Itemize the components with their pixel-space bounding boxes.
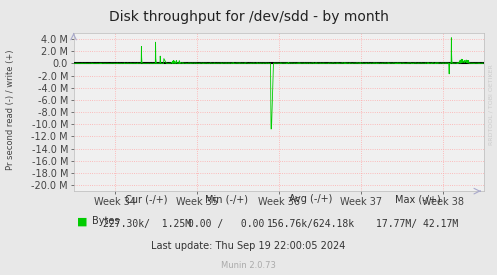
Text: Max (-/+): Max (-/+): [395, 194, 440, 204]
Text: 17.77M/ 42.17M: 17.77M/ 42.17M: [376, 219, 459, 229]
Text: Disk throughput for /dev/sdd - by month: Disk throughput for /dev/sdd - by month: [108, 10, 389, 24]
Text: 0.00 /   0.00: 0.00 / 0.00: [188, 219, 264, 229]
Text: Pr second read (-) / write (+): Pr second read (-) / write (+): [6, 50, 15, 170]
Text: Cur (-/+): Cur (-/+): [125, 194, 168, 204]
Text: Avg (-/+): Avg (-/+): [289, 194, 332, 204]
Text: ■: ■: [77, 216, 87, 226]
Text: 156.76k/624.18k: 156.76k/624.18k: [266, 219, 355, 229]
Text: Min (-/+): Min (-/+): [205, 194, 248, 204]
Text: Bytes: Bytes: [92, 216, 119, 226]
Text: 227.30k/  1.25M: 227.30k/ 1.25M: [102, 219, 191, 229]
Text: Munin 2.0.73: Munin 2.0.73: [221, 261, 276, 270]
Text: RRDTOOL / TOBI OETIKER: RRDTOOL / TOBI OETIKER: [489, 64, 494, 145]
Text: Last update: Thu Sep 19 22:00:05 2024: Last update: Thu Sep 19 22:00:05 2024: [151, 241, 346, 251]
